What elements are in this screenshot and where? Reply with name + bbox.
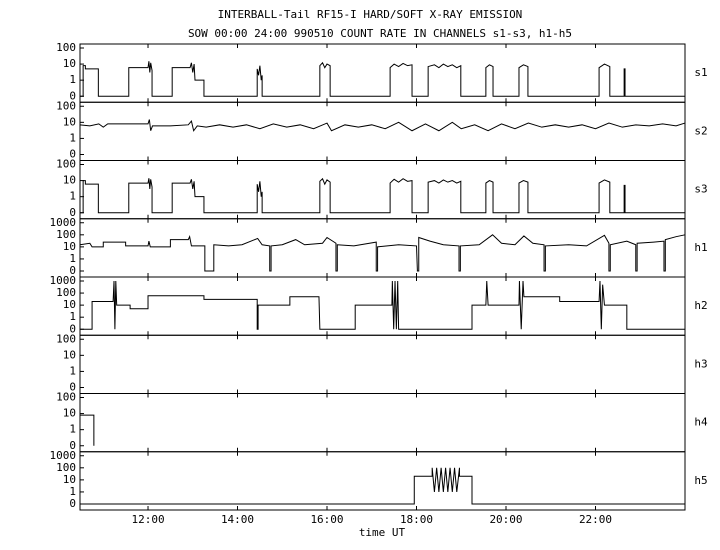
- panel-frame: [79, 393, 686, 453]
- y-tick-label: 1: [69, 485, 76, 498]
- x-tick-label: 12:00: [131, 513, 164, 526]
- panel-label: s1: [694, 66, 707, 79]
- y-tick-label: 0: [69, 89, 76, 102]
- data-line: [80, 414, 95, 446]
- panel-frame: [79, 276, 686, 336]
- x-tick-label: 14:00: [221, 513, 254, 526]
- x-tick-label: 22:00: [579, 513, 612, 526]
- y-tick-label: 10: [63, 348, 76, 361]
- data-line: [80, 177, 685, 214]
- panel-frame: [79, 101, 686, 161]
- panel-label: h1: [694, 241, 707, 254]
- y-tick-label: 1: [69, 131, 76, 144]
- y-tick-label: 100: [56, 391, 76, 404]
- y-tick-label: 0: [69, 264, 76, 277]
- y-tick-label: 100: [56, 332, 76, 345]
- data-line: [80, 61, 685, 97]
- panel-label: h3: [694, 357, 707, 370]
- y-tick-label: 100: [56, 286, 76, 299]
- y-tick-label: 10: [63, 240, 76, 253]
- data-line: [79, 119, 686, 132]
- y-tick-label: 0: [69, 148, 76, 161]
- panel-label: h4: [694, 416, 708, 429]
- y-tick-label: 100: [56, 41, 76, 54]
- y-tick-label: 0: [69, 206, 76, 219]
- y-tick-label: 10: [63, 57, 76, 70]
- panel-label: s2: [694, 124, 707, 137]
- x-tick-label: 16:00: [310, 513, 343, 526]
- y-tick-label: 1000: [50, 449, 77, 462]
- y-tick-label: 10: [63, 115, 76, 128]
- data-line: [80, 280, 685, 330]
- chart-subtitle: SOW 00:00 24:00 990510 COUNT RATE IN CHA…: [188, 27, 572, 40]
- y-tick-label: 1: [69, 364, 76, 377]
- y-tick-label: 0: [69, 381, 76, 394]
- data-line: [79, 234, 686, 272]
- panel-frame: [79, 160, 686, 220]
- panel-frame: [79, 334, 686, 394]
- x-tick-label: 20:00: [489, 513, 522, 526]
- y-tick-label: 0: [69, 497, 76, 510]
- panel-frame: [79, 218, 686, 278]
- y-tick-label: 1000: [50, 274, 77, 287]
- y-tick-label: 100: [56, 461, 76, 474]
- chart-title: INTERBALL-Tail RF15-I HARD/SOFT X-RAY EM…: [218, 8, 523, 21]
- y-tick-label: 10: [63, 407, 76, 420]
- panel-label: h5: [694, 474, 707, 487]
- y-tick-label: 0: [69, 322, 76, 335]
- y-tick-label: 100: [56, 228, 76, 241]
- y-tick-label: 1: [69, 310, 76, 323]
- panel-frame: [79, 451, 686, 511]
- panel-frame: [79, 43, 686, 103]
- x-axis-label: time UT: [359, 526, 406, 539]
- x-tick-label: 18:00: [400, 513, 433, 526]
- y-tick-label: 1000: [50, 216, 77, 229]
- y-tick-label: 1: [69, 423, 76, 436]
- panel-label: s3: [694, 183, 707, 196]
- panel-label: h2: [694, 299, 707, 312]
- y-tick-label: 1: [69, 73, 76, 86]
- y-tick-label: 10: [63, 473, 76, 486]
- y-tick-label: 0: [69, 439, 76, 452]
- y-tick-label: 1: [69, 190, 76, 203]
- y-tick-label: 1: [69, 252, 76, 265]
- y-tick-label: 10: [63, 298, 76, 311]
- y-tick-label: 100: [56, 99, 76, 112]
- data-line: [80, 467, 685, 505]
- y-tick-label: 100: [56, 158, 76, 171]
- y-tick-label: 10: [63, 174, 76, 187]
